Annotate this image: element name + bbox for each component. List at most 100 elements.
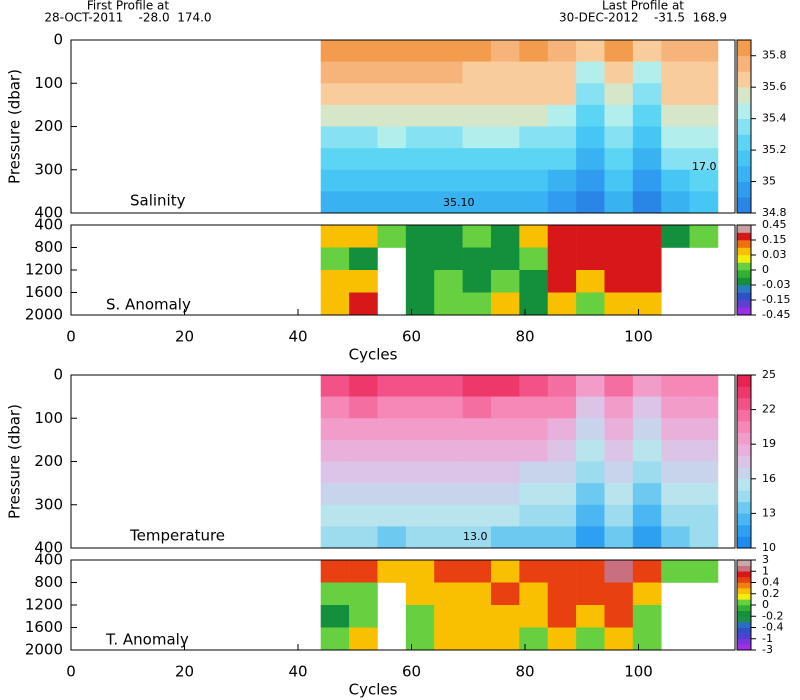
- heatmap-cell: [405, 292, 435, 316]
- heatmap-cell: [576, 247, 605, 271]
- heatmap-cell: [462, 439, 492, 462]
- heatmap-cell: [377, 83, 407, 106]
- heatmap-cell: [490, 627, 520, 651]
- heatmap-cell: [519, 461, 549, 484]
- heatmap-cell: [434, 483, 463, 506]
- heatmap-cell: [604, 483, 634, 506]
- colorbar-frame: [736, 39, 752, 214]
- heatmap-cell: [320, 375, 350, 397]
- heatmap-cell: [576, 504, 605, 527]
- y-tick-label: 400: [34, 539, 63, 557]
- heatmap-cell: [349, 83, 378, 106]
- heatmap-cell: [576, 225, 605, 248]
- heatmap-cell: [434, 461, 463, 484]
- first-profile-info: 28-OCT-2011 -28.0 174.0: [44, 11, 211, 25]
- heatmap-cell: [632, 560, 662, 583]
- x-tick-label: 60: [402, 328, 421, 346]
- heatmap-cell: [519, 225, 549, 248]
- heatmap-cell: [377, 126, 407, 149]
- heatmap-cell: [490, 375, 520, 397]
- heatmap-cell: [604, 627, 634, 651]
- heatmap-cell: [547, 270, 577, 293]
- heatmap-cell: [632, 418, 662, 441]
- y-tick-label: 0: [53, 31, 63, 49]
- heatmap-cell: [547, 40, 577, 62]
- colorbar-label: 19: [762, 437, 776, 450]
- heatmap-cell: [377, 504, 407, 527]
- heatmap-cell: [604, 439, 634, 462]
- x-tick-label: 40: [288, 663, 307, 681]
- heatmap-cell: [462, 126, 492, 149]
- heatmap-cell: [576, 461, 605, 484]
- heatmap-cell: [434, 270, 463, 293]
- heatmap-cell: [576, 292, 605, 316]
- heatmap-cell: [377, 61, 407, 84]
- heatmap-cell: [490, 61, 520, 84]
- heatmap-cell: [632, 104, 662, 127]
- colorbar-label: 10: [762, 541, 776, 554]
- heatmap-cell: [519, 526, 549, 549]
- heatmap-cell: [661, 461, 690, 484]
- heatmap-cell: [604, 560, 634, 583]
- heatmap-cell: [661, 560, 690, 583]
- colorbar-label: -3: [762, 643, 773, 656]
- colorbar-band: [737, 375, 751, 387]
- colorbar-band: [737, 571, 751, 578]
- colorbar-frame: [736, 374, 752, 549]
- heatmap-cell: [405, 126, 435, 149]
- colorbar-label: 0.2: [762, 587, 780, 600]
- heatmap-cell: [689, 148, 719, 171]
- heatmap-cell: [519, 61, 549, 84]
- heatmap-cell: [576, 560, 605, 583]
- colorbar-band: [737, 150, 751, 167]
- heatmap-cell: [547, 375, 577, 397]
- colorbar-band: [737, 421, 751, 433]
- heatmap-cell: [604, 148, 634, 171]
- heatmap-cell: [377, 169, 407, 192]
- x-tick-label: 0: [66, 328, 76, 346]
- heatmap-cell: [349, 40, 378, 62]
- colorbar-label: -1: [762, 632, 773, 645]
- heatmap-cell: [689, 104, 719, 127]
- heatmap-cell: [462, 396, 492, 419]
- heatmap-cell: [661, 61, 690, 84]
- heatmap-cell: [349, 148, 378, 171]
- heatmap-cell: [519, 148, 549, 171]
- heatmap-cell: [462, 605, 492, 628]
- heatmap-cell: [349, 439, 378, 462]
- heatmap-cell: [349, 169, 378, 192]
- y-tick-label: 400: [34, 204, 63, 222]
- heatmap-cell: [405, 148, 435, 171]
- heatmap-cell: [632, 526, 662, 549]
- heatmap-cell: [661, 148, 690, 171]
- heatmap-cell: [519, 104, 549, 127]
- colorbar-band: [737, 247, 751, 256]
- heatmap-cell: [604, 247, 634, 271]
- colorbar-label: -0.2: [762, 609, 783, 622]
- heatmap-cell: [604, 83, 634, 106]
- heatmap-cell: [434, 148, 463, 171]
- heatmap-cell: [490, 396, 520, 419]
- heatmap-cell: [519, 605, 549, 628]
- heatmap-cell: [377, 483, 407, 506]
- heatmap-cell: [462, 148, 492, 171]
- heatmap-cell: [490, 169, 520, 192]
- heatmap-cell: [462, 526, 492, 549]
- heatmap-cell: [689, 61, 719, 84]
- heatmap-cell: [349, 605, 378, 628]
- heatmap-cell: [349, 375, 378, 397]
- heatmap-cell: [519, 418, 549, 441]
- colorbar-band: [737, 616, 751, 623]
- heatmap-cell: [689, 375, 719, 397]
- colorbar-band: [737, 432, 751, 445]
- heatmap-cell: [490, 225, 520, 248]
- heatmap-cell: [434, 61, 463, 84]
- colorbar-band: [737, 255, 751, 263]
- heatmap-cell: [661, 40, 690, 62]
- heatmap-cell: [689, 504, 719, 527]
- heatmap-cell: [320, 605, 350, 628]
- heatmap-cell: [349, 225, 378, 248]
- heatmap-cell: [405, 504, 435, 527]
- heatmap-cell: [320, 225, 350, 248]
- heatmap-cell: [434, 169, 463, 192]
